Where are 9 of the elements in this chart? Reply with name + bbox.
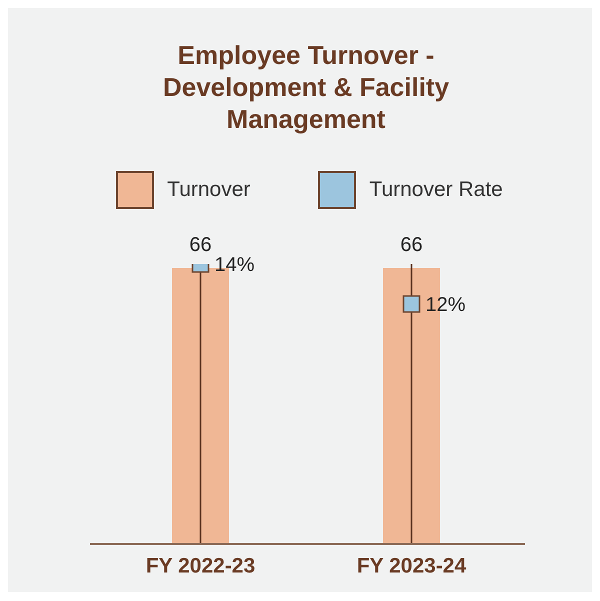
legend-label: Turnover Rate <box>369 177 503 203</box>
chart-title: Employee Turnover - Development & Facility Management <box>162 39 450 135</box>
x-tick-label: FY 2022-23 <box>146 554 256 578</box>
data-label: 66 <box>400 234 423 256</box>
data-label: 12% <box>426 294 466 316</box>
data-label: 66 <box>189 234 212 256</box>
data-label: 14% <box>214 254 255 276</box>
legend-label: Turnover <box>167 177 250 203</box>
x-tick-label: FY 2023-24 <box>356 554 466 578</box>
